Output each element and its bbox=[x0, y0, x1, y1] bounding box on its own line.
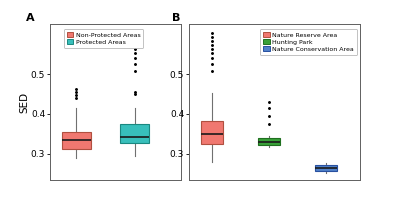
Bar bbox=[258, 138, 280, 145]
Y-axis label: SED: SED bbox=[19, 92, 29, 113]
Bar bbox=[202, 121, 223, 144]
Text: B: B bbox=[172, 13, 180, 23]
Legend: Nature Reserve Area, Hunting Park, Nature Conservation Area: Nature Reserve Area, Hunting Park, Natur… bbox=[260, 29, 357, 55]
Legend: Non-Protected Areas, Protected Areas: Non-Protected Areas, Protected Areas bbox=[64, 29, 143, 48]
Text: A: A bbox=[26, 13, 35, 23]
Bar bbox=[316, 165, 337, 171]
Bar bbox=[62, 132, 91, 149]
Bar bbox=[120, 124, 149, 143]
